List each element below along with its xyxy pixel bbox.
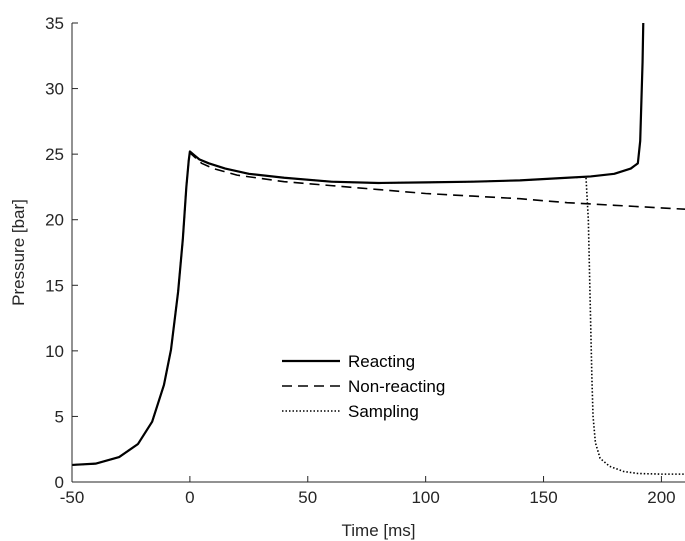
plot-area	[72, 23, 685, 475]
x-tick-label: 150	[529, 488, 557, 507]
y-tick-label: 30	[45, 80, 64, 99]
y-tick-label: 0	[55, 473, 64, 492]
legend-label: Non-reacting	[348, 377, 445, 396]
x-tick-label: 50	[298, 488, 317, 507]
x-tick-label: 100	[411, 488, 439, 507]
y-tick-label: 25	[45, 145, 64, 164]
y-tick-label: 35	[45, 14, 64, 33]
x-tick-label: -50	[60, 488, 85, 507]
series-line-reacting	[72, 23, 645, 467]
legend: Reacting Non-reacting Sampling	[282, 352, 445, 421]
y-tick-label: 20	[45, 211, 64, 230]
series-line-sampling	[72, 150, 685, 475]
y-axis-label: Pressure [bar]	[9, 199, 28, 306]
legend-label: Reacting	[348, 352, 415, 371]
x-tick-label: 200	[647, 488, 675, 507]
x-tick-label: 0	[185, 488, 194, 507]
x-axis-label: Time [ms]	[342, 521, 416, 540]
y-tick-label: 15	[45, 276, 64, 295]
y-tick-label: 5	[55, 407, 64, 426]
y-tick-label: 10	[45, 342, 64, 361]
legend-label: Sampling	[348, 402, 419, 421]
